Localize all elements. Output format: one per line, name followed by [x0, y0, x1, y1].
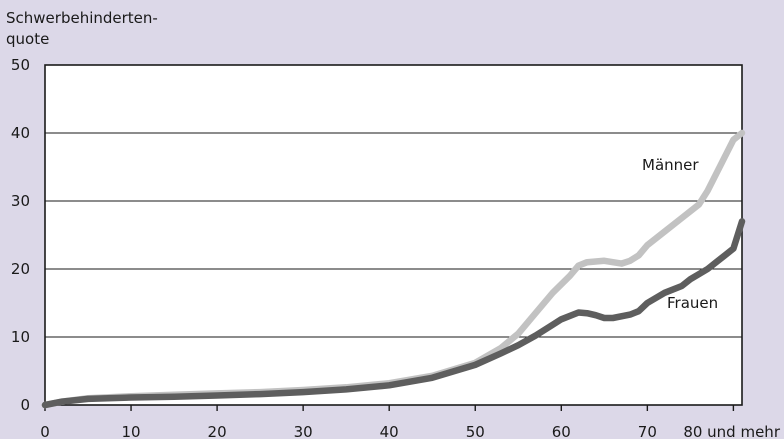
y-tick-label-30: 30: [11, 192, 30, 210]
y-tick-label-10: 10: [11, 328, 30, 346]
x-tick-label-80: 80 und mehr: [683, 423, 781, 439]
plot-area: [44, 64, 743, 406]
x-tick-label-70: 70: [638, 423, 657, 439]
x-tick-label-30: 30: [294, 423, 313, 439]
y-axis-label-line-1: Schwerbehinderten-: [6, 9, 158, 27]
series-line-frauen: [41, 218, 746, 409]
x-tick-label-20: 20: [208, 423, 227, 439]
x-tick-label-10: 10: [122, 423, 141, 439]
x-tick-label-60: 60: [552, 423, 571, 439]
x-tick-label-40: 40: [380, 423, 399, 439]
series-label-maenner: Männer: [642, 156, 699, 174]
series-label-frauen: Frauen: [667, 294, 718, 312]
y-tick-labels: 0 10 20 30 40 50: [11, 56, 30, 414]
x-tick-label-0: 0: [40, 423, 50, 439]
y-tick-label-0: 0: [20, 396, 30, 414]
x-tick-labels: 0 10 20 30 40 50 60 70 80 und mehr: [40, 405, 781, 439]
y-tick-label-40: 40: [11, 124, 30, 142]
y-tick-label-20: 20: [11, 260, 30, 278]
grid-lines: [45, 132, 742, 338]
x-tick-label-50: 50: [466, 423, 485, 439]
series-lines: [41, 129, 746, 409]
y-tick-label-50: 50: [11, 56, 30, 74]
y-axis-label-line-2: quote: [6, 30, 49, 48]
